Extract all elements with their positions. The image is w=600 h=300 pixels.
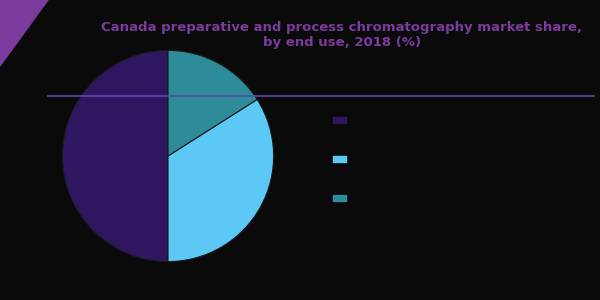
Text: Canada preparative and process chromatography market share,
by end use, 2018 (%): Canada preparative and process chromatog… [101, 21, 583, 49]
Wedge shape [168, 99, 274, 262]
Wedge shape [62, 50, 168, 262]
Wedge shape [168, 50, 257, 156]
